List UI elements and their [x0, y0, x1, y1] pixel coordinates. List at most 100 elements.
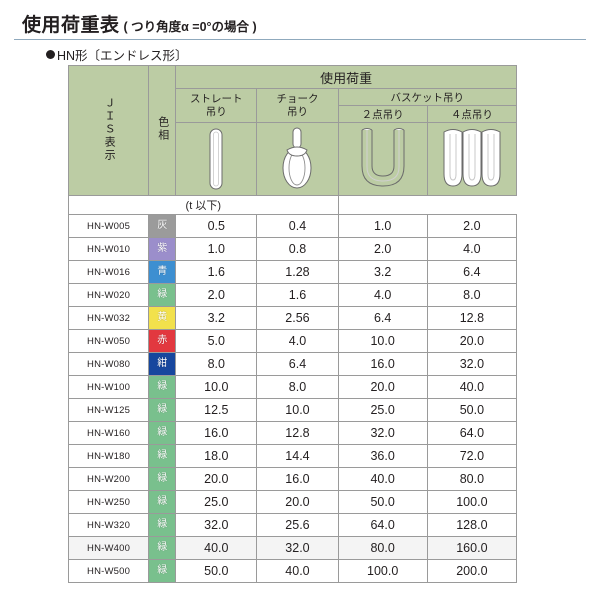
cell-basket2-load: 6.4	[337, 306, 428, 330]
cell-choke-load: 2.56	[256, 306, 339, 330]
cell-straight-load: 10.0	[175, 375, 258, 399]
section-subtitle: HN形〔エンドレス形〕	[46, 45, 188, 64]
cell-basket2-load: 2.0	[337, 237, 428, 261]
table-row: HN-W100 緑 10.0 8.0 20.0 40.0	[67, 375, 518, 399]
cell-basket2-load: 25.0	[337, 398, 428, 422]
section-subtitle-label: HN形〔エンドレス形〕	[57, 49, 188, 63]
cell-jis-code: HN-W160	[67, 421, 150, 445]
header-color-cell: 色相	[148, 65, 177, 196]
cell-basket2-load: 1.0	[337, 214, 428, 238]
unit-note: (t 以下)	[68, 195, 339, 215]
cell-jis-code: HN-W016	[67, 260, 150, 284]
table-row: HN-W080 紺 8.0 6.4 16.0 32.0	[67, 352, 518, 376]
cell-straight-load: 50.0	[175, 559, 258, 583]
basket-4point-sling-icon	[443, 129, 501, 187]
cell-basket2-load: 10.0	[337, 329, 428, 353]
table-row: HN-W005 灰 0.5 0.4 1.0 2.0	[67, 214, 518, 238]
cell-color-swatch: 赤	[148, 329, 177, 353]
cell-color-swatch: 緑	[148, 536, 177, 560]
table-row: HN-W400 緑 40.0 32.0 80.0 160.0	[67, 536, 518, 560]
table-head: ＪＩＳ表示 色相 使用荷重 ストレート 吊り チョーク 吊り バスケット吊り ２…	[67, 65, 518, 215]
cell-color-swatch: 紺	[148, 352, 177, 376]
table-row: HN-W010 紫 1.0 0.8 2.0 4.0	[67, 237, 518, 261]
cell-basket4-load: 80.0	[426, 467, 518, 491]
cell-choke-load: 8.0	[256, 375, 339, 399]
cell-jis-code: HN-W100	[67, 375, 150, 399]
cell-color-swatch: 緑	[148, 375, 177, 399]
table-row: HN-W250 緑 25.0 20.0 50.0 100.0	[67, 490, 518, 514]
cell-basket4-load: 12.8	[426, 306, 518, 330]
cell-straight-load: 25.0	[175, 490, 258, 514]
cell-basket2-load: 16.0	[337, 352, 428, 376]
header-col-basket-4point: ４点吊り	[426, 105, 518, 123]
cell-straight-load: 12.5	[175, 398, 258, 422]
cell-choke-load: 40.0	[256, 559, 339, 583]
cell-color-swatch: 緑	[148, 283, 177, 307]
cell-straight-load: 1.0	[175, 237, 258, 261]
cell-basket2-load: 80.0	[337, 536, 428, 560]
header-icon-row	[69, 122, 518, 196]
basket-2point-sling-icon	[361, 128, 405, 187]
cell-basket4-load: 4.0	[426, 237, 518, 261]
straight-sling-icon	[209, 128, 223, 190]
header-col-choke-line2: 吊り	[286, 105, 308, 118]
cell-jis-code: HN-W400	[67, 536, 150, 560]
cell-color-swatch: 青	[148, 260, 177, 284]
cell-basket2-load: 36.0	[337, 444, 428, 468]
cell-jis-code: HN-W010	[67, 237, 150, 261]
choke-sling-icon-cell	[256, 122, 339, 196]
header-col-basket-2point: ２点吊り	[337, 105, 428, 123]
cell-color-swatch: 緑	[148, 490, 177, 514]
load-table-container: ＪＩＳ表示 色相 使用荷重 ストレート 吊り チョーク 吊り バスケット吊り ２…	[67, 65, 518, 583]
cell-straight-load: 20.0	[175, 467, 258, 491]
cell-basket2-load: 40.0	[337, 467, 428, 491]
cell-straight-load: 8.0	[175, 352, 258, 376]
cell-basket4-load: 128.0	[426, 513, 518, 537]
cell-basket4-load: 64.0	[426, 421, 518, 445]
cell-straight-load: 0.5	[175, 214, 258, 238]
table-row: HN-W320 緑 32.0 25.6 64.0 128.0	[67, 513, 518, 537]
cell-basket2-load: 3.2	[337, 260, 428, 284]
header-col-straight-line2: 吊り	[205, 105, 227, 118]
cell-straight-load: 40.0	[175, 536, 258, 560]
cell-choke-load: 10.0	[256, 398, 339, 422]
table-row: HN-W500 緑 50.0 40.0 100.0 200.0	[67, 559, 518, 583]
cell-choke-load: 6.4	[256, 352, 339, 376]
cell-basket4-load: 72.0	[426, 444, 518, 468]
table-row: HN-W016 青 1.6 1.28 3.2 6.4	[67, 260, 518, 284]
table-body: HN-W005 灰 0.5 0.4 1.0 2.0 HN-W010 紫 1.0 0.8 2.0 4.0…	[67, 214, 518, 583]
cell-choke-load: 1.28	[256, 260, 339, 284]
straight-sling-icon-cell	[175, 122, 258, 196]
cell-choke-load: 12.8	[256, 421, 339, 445]
basket-2point-sling-icon-cell	[337, 122, 428, 196]
cell-jis-code: HN-W050	[67, 329, 150, 353]
cell-color-swatch: 灰	[148, 214, 177, 238]
cell-color-swatch: 緑	[148, 513, 177, 537]
header-group-load: 使用荷重	[175, 65, 517, 89]
cell-jis-code: HN-W320	[67, 513, 150, 537]
header-col-basket: バスケット吊り	[337, 88, 518, 106]
header-col-straight-line1: ストレート	[190, 93, 243, 106]
cell-basket4-load: 8.0	[426, 283, 518, 307]
cell-choke-load: 0.8	[256, 237, 339, 261]
header-col-straight: ストレート 吊り	[175, 88, 258, 123]
cell-choke-load: 1.6	[256, 283, 339, 307]
cell-straight-load: 18.0	[175, 444, 258, 468]
cell-color-swatch: 緑	[148, 398, 177, 422]
cell-basket2-load: 100.0	[337, 559, 428, 583]
table-row: HN-W032 黄 3.2 2.56 6.4 12.8	[67, 306, 518, 330]
page-title-sub: ( つり角度α =0°の場合 )	[123, 20, 257, 34]
header-jis-cell: ＪＩＳ表示	[67, 65, 150, 196]
page-title: 使用荷重表 ( つり角度α =0°の場合 )	[22, 10, 257, 37]
unit-note-row: (t 以下)	[68, 195, 517, 215]
cell-choke-load: 32.0	[256, 536, 339, 560]
cell-jis-code: HN-W200	[67, 467, 150, 491]
title-divider	[14, 39, 586, 40]
bullet-dot-icon	[46, 50, 55, 59]
cell-basket2-load: 64.0	[337, 513, 428, 537]
cell-jis-code: HN-W032	[67, 306, 150, 330]
cell-choke-load: 0.4	[256, 214, 339, 238]
cell-basket4-load: 100.0	[426, 490, 518, 514]
load-table: ＪＩＳ表示 色相 使用荷重 ストレート 吊り チョーク 吊り バスケット吊り ２…	[67, 65, 518, 583]
cell-straight-load: 16.0	[175, 421, 258, 445]
